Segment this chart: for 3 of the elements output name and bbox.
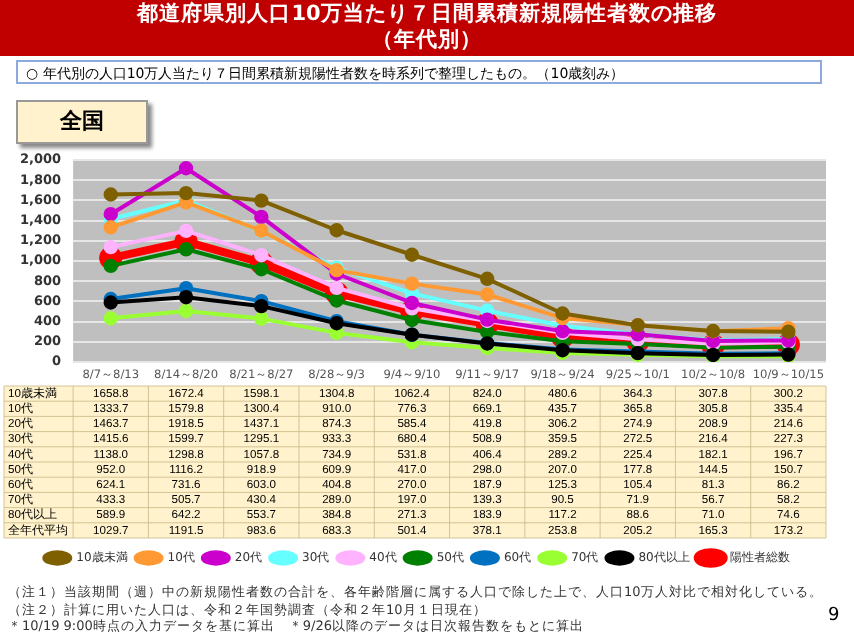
text: 全国: [16, 100, 148, 144]
text: 9: [828, 606, 840, 626]
chart-title: 都道府県別人口10万当たり７日間累積新規陽性者数の推移（年代別）: [134, 2, 719, 54]
